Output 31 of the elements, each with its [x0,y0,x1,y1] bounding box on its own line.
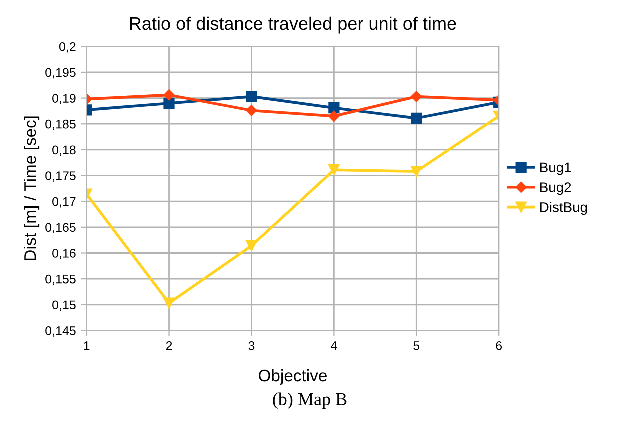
y-tick-label: 0,195 [46,68,76,79]
y-axis-title: Dist [m] / Time [sec] [24,116,40,260]
y-tick-label: 0,175 [46,172,76,182]
point [328,110,340,122]
y-tick-label: 0,19 [52,94,76,104]
y-tick-label: 0,165 [46,223,76,234]
legend-label: Bug2 [540,182,572,196]
x-tick-label: 2 [166,341,172,350]
x-tick-label: 6 [496,341,502,350]
x-tick-label: 1 [84,342,90,350]
y-tick-label: 0,2 [59,42,76,53]
chart-title: Ratio of distance traveled per unit of time [130,16,456,34]
point [246,105,258,116]
y-tick-label: 0,16 [52,249,76,260]
y-tick-label: 0,155 [46,274,76,286]
y-tick-label: 0,185 [46,120,76,130]
point [328,164,340,176]
y-tick-label: 0,18 [52,146,76,156]
y-tick-label: 0,145 [46,326,76,337]
y-tick-label: 0,17 [52,197,76,208]
x-axis-title: Objective [259,369,327,385]
point [246,91,258,102]
x-tick-label: 4 [330,342,338,350]
point [328,102,340,114]
legend-label: Bug1 [540,162,572,176]
x-tick-label: 3 [248,341,255,350]
point [246,240,258,252]
x-tick-label: 5 [414,342,420,350]
legend-label: DistBug [540,202,588,216]
text: (b) Map B [273,392,347,410]
y-tick-label: 0,15 [52,300,76,312]
